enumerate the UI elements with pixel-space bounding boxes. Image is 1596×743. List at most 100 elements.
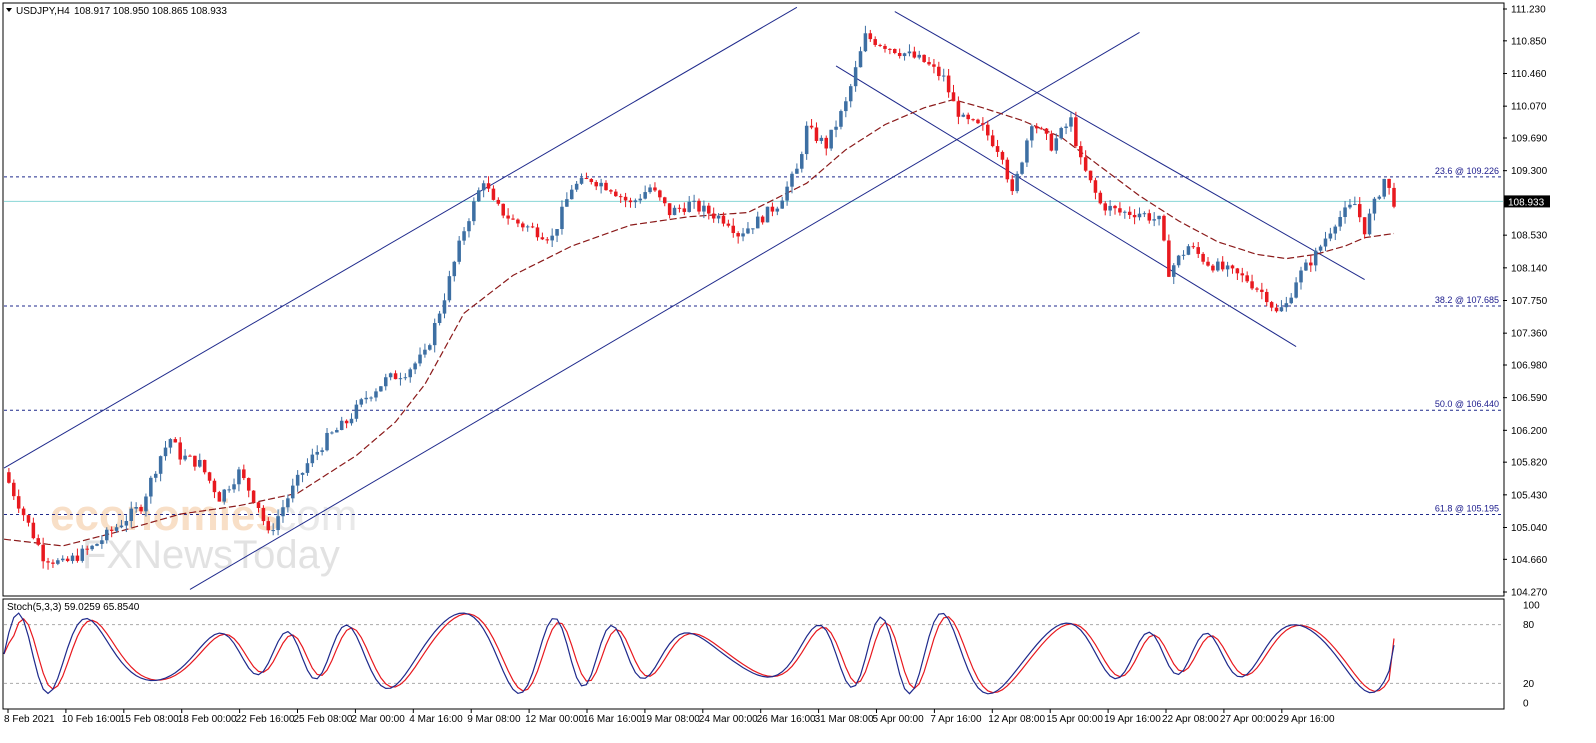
- fib-level-label: 38.2 @ 107.685: [1435, 295, 1499, 305]
- candle-body: [888, 48, 892, 50]
- candle-body: [550, 235, 554, 241]
- candle-body: [716, 215, 721, 219]
- x-tick-label: 26 Mar 16:00: [757, 714, 816, 725]
- candle-body: [423, 349, 427, 355]
- candle-body: [1338, 216, 1342, 227]
- candle-body: [922, 54, 926, 62]
- candle-body: [1137, 213, 1142, 218]
- candle-body: [521, 223, 525, 228]
- x-tick-label: 5 Apr 00:00: [873, 714, 925, 725]
- candle-body: [36, 538, 41, 545]
- candle-body: [300, 472, 305, 475]
- candle-body: [1294, 282, 1298, 298]
- candle-body: [398, 378, 403, 380]
- candle-body: [1313, 250, 1318, 266]
- candle-body: [594, 182, 598, 187]
- candle-body: [339, 420, 344, 431]
- candle-body: [1157, 215, 1161, 220]
- x-tick-label: 19 Apr 16:00: [1104, 714, 1161, 725]
- candle-body: [432, 323, 437, 346]
- x-tick-label: 19 Mar 08:00: [641, 714, 700, 725]
- candle-body: [1030, 126, 1034, 141]
- candle-body: [760, 216, 765, 223]
- candle-body: [457, 240, 461, 262]
- candle-body: [1309, 262, 1313, 266]
- candle-body: [1323, 238, 1328, 247]
- candle-body: [1367, 213, 1372, 235]
- candle-body: [114, 527, 119, 531]
- y-tick-label: 105.820: [1511, 458, 1548, 469]
- main-panel-frame: [2, 2, 1505, 597]
- x-tick-label: 9 Mar 08:00: [467, 714, 521, 725]
- symbol-label: USDJPY,H4: [16, 6, 70, 17]
- candle-body: [1171, 265, 1176, 277]
- candle-body: [80, 548, 85, 561]
- candle-body: [560, 206, 564, 230]
- candle-body: [1304, 262, 1308, 271]
- candle-body: [790, 173, 794, 187]
- candle-body: [667, 203, 672, 216]
- y-tick-label: 106.590: [1511, 393, 1548, 404]
- candle-body: [995, 146, 1000, 152]
- candle-body: [599, 182, 603, 187]
- candle-body: [65, 558, 70, 562]
- candle-body: [1201, 253, 1205, 262]
- candle-body: [119, 525, 124, 528]
- y-tick-label: 104.270: [1511, 588, 1548, 599]
- candle-body: [295, 474, 300, 486]
- candle-body: [1206, 261, 1210, 266]
- candle-body: [16, 496, 21, 509]
- stoch-y-tick-label: 0: [1523, 699, 1529, 710]
- candle-body: [648, 187, 652, 193]
- candle-body: [951, 92, 956, 102]
- candle-body: [785, 186, 789, 201]
- candle-body: [1333, 226, 1338, 234]
- candle-body: [476, 190, 481, 202]
- candle-body: [144, 496, 148, 512]
- candle-body: [824, 137, 829, 149]
- candle-body: [261, 508, 266, 522]
- candle-body: [193, 455, 197, 467]
- collapse-triangle-icon[interactable]: [6, 8, 12, 12]
- candle-body: [682, 208, 687, 212]
- candle-body: [1245, 275, 1249, 282]
- candle-body: [335, 430, 339, 433]
- candle-body: [1387, 178, 1391, 188]
- candle-body: [1000, 151, 1005, 160]
- candle-body: [178, 442, 182, 460]
- stoch-y-tick-label: 20: [1523, 679, 1535, 690]
- candle-body: [21, 508, 26, 516]
- candle-body: [462, 231, 466, 241]
- candle-body: [1034, 126, 1039, 129]
- candle-body: [496, 199, 501, 204]
- candle-body: [829, 129, 833, 149]
- candle-body: [217, 492, 222, 502]
- x-tick-label: 12 Mar 00:00: [525, 714, 584, 725]
- candle-body: [1357, 204, 1362, 218]
- candle-body: [276, 516, 280, 531]
- x-tick-label: 10 Feb 16:00: [62, 714, 121, 725]
- main-plot-layer: 23.6 @ 109.226 38.2 @ 107.685 50.0 @ 106.4…: [3, 6, 1503, 590]
- candle-body: [1264, 291, 1269, 303]
- candle-body: [848, 86, 853, 102]
- candle-body: [168, 439, 173, 448]
- candle-body: [100, 540, 104, 544]
- candle-body: [388, 373, 393, 378]
- candle-body: [349, 418, 354, 424]
- candle-body: [198, 459, 202, 467]
- candle-body: [1142, 213, 1147, 215]
- candle-body: [731, 225, 736, 234]
- candle-body: [158, 456, 163, 474]
- y-tick-label: 106.200: [1511, 426, 1548, 437]
- candle-body: [1123, 211, 1127, 213]
- candle-body: [1269, 302, 1274, 308]
- candle-body: [393, 373, 398, 380]
- y-tick-label: 109.690: [1511, 133, 1548, 144]
- stoch-main-line: [3, 612, 1395, 695]
- fib-level-label: 61.8 @ 105.195: [1435, 504, 1499, 514]
- candle-body: [535, 227, 540, 238]
- candle-body: [1015, 173, 1019, 192]
- candle-body: [971, 119, 975, 121]
